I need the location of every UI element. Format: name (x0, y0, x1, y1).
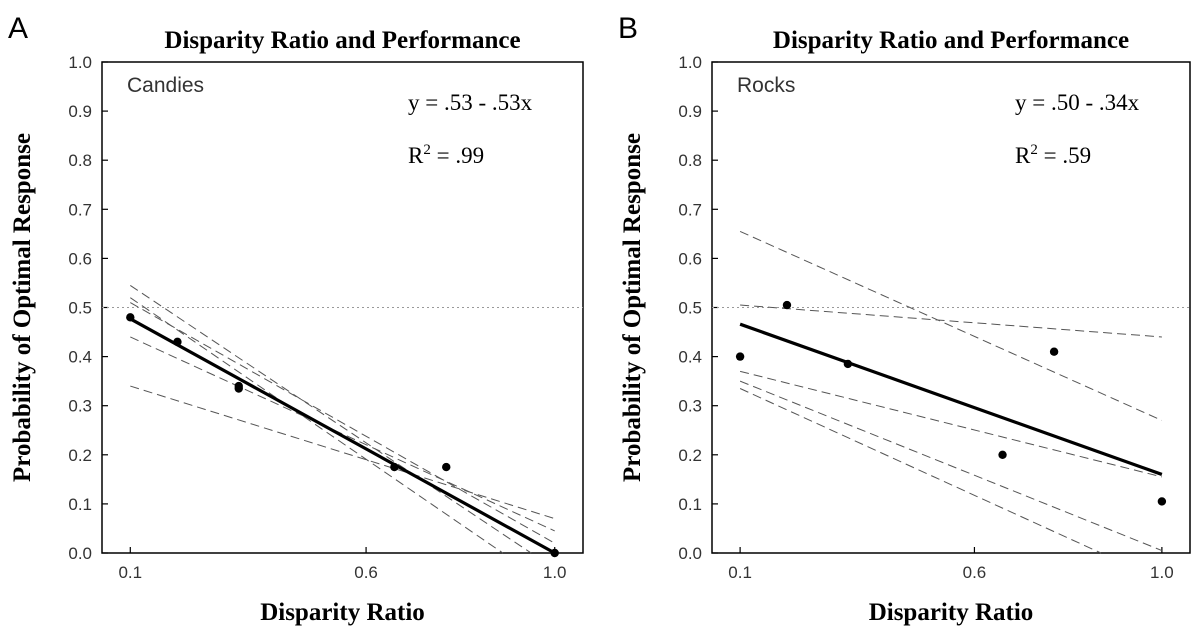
y-tick-label: 0.9 (678, 102, 702, 121)
group-fit-line (129, 317, 556, 555)
y-tick-label: 0.2 (68, 446, 92, 465)
y-tick-label: 0.3 (678, 397, 702, 416)
y-tick-label: 0.1 (68, 495, 92, 514)
y-tick-label: 1.0 (678, 53, 702, 72)
regression-equation: y = .53 - .53x (408, 90, 533, 115)
data-point (550, 548, 559, 558)
chart-panel-a: A Disparity Ratio and Performance 0.0 0.1 0.… (8, 12, 584, 626)
y-tick-label: 0.5 (68, 299, 92, 318)
data-point (998, 450, 1007, 459)
individual-fit-line (130, 302, 555, 544)
panel-letter: B (618, 12, 638, 45)
condition-label: Rocks (737, 74, 795, 97)
data-point (442, 462, 451, 472)
individual-fit-line (130, 336, 555, 532)
chart-panel-b: B Disparity Ratio and Performance 0.0 0.1 0.… (618, 12, 1191, 626)
data-point (1157, 497, 1167, 506)
r-squared: R2 = .59 (1015, 142, 1091, 168)
y-tick-label: 0.3 (68, 397, 92, 416)
x-tick-label: 0.6 (354, 563, 378, 582)
y-tick-label: 0.8 (678, 151, 702, 170)
individual-fit-line (739, 388, 1102, 554)
data-point (1049, 347, 1059, 356)
x-tick-label: 0.6 (963, 563, 987, 582)
y-tick-label: 0.9 (68, 102, 92, 121)
y-tick-label: 0.4 (68, 348, 92, 367)
r-squared: R2 = .99 (408, 142, 484, 168)
y-tick-label: 0.6 (68, 249, 92, 268)
individual-fit-line (739, 370, 1163, 478)
y-tick-label: 0.1 (678, 495, 702, 514)
data-point (782, 300, 792, 310)
panel-letter: A (8, 12, 28, 45)
group-fit-line (739, 322, 1163, 476)
individual-fit-line (739, 230, 1163, 421)
x-tick-label: 1.0 (1150, 563, 1174, 582)
data-point (390, 462, 399, 472)
chart-title: Disparity Ratio and Performance (164, 27, 520, 54)
condition-label: Candies (127, 74, 204, 97)
x-tick-label: 1.0 (543, 563, 567, 582)
data-point (234, 381, 243, 391)
y-tick-label: 0.6 (678, 249, 702, 268)
individual-fit-line (130, 284, 532, 554)
x-tick-label: 0.1 (118, 563, 142, 582)
individual-fit-line (739, 380, 1163, 552)
x-axis-label: Disparity Ratio (869, 599, 1034, 626)
regression-equation: y = .50 - .34x (1015, 90, 1140, 115)
individual-fit-line (130, 297, 504, 554)
individual-fit-line (130, 385, 555, 520)
y-axis-label: Probability of Optimal Response (9, 133, 36, 482)
y-tick-label: 0.7 (68, 200, 92, 219)
y-tick-label: 0.2 (678, 446, 702, 465)
y-tick-label: 0.7 (678, 200, 702, 219)
x-tick-label: 0.1 (728, 563, 752, 582)
y-tick-label: 0.8 (68, 151, 92, 170)
data-point (126, 313, 135, 322)
data-point (735, 352, 745, 361)
y-tick-label: 1.0 (68, 53, 92, 72)
data-point (843, 359, 853, 369)
y-tick-label: 0.0 (678, 544, 702, 563)
y-axis-label: Probability of Optimal Response (619, 133, 646, 482)
chart-title: Disparity Ratio and Performance (773, 27, 1129, 54)
data-point (173, 337, 182, 347)
y-tick-label: 0.5 (678, 299, 702, 318)
x-axis-label: Disparity Ratio (260, 599, 425, 626)
y-tick-label: 0.4 (678, 348, 702, 367)
individual-fit-line (740, 304, 1162, 338)
y-tick-label: 0.0 (68, 544, 92, 563)
